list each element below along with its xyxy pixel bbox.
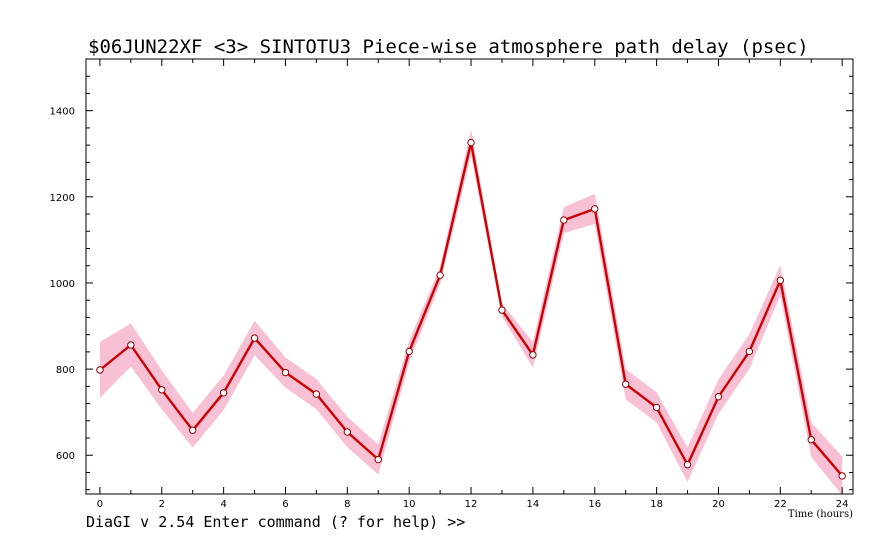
command-prompt[interactable]: DiaGI v 2.54 Enter command (? for help) … [86,513,465,531]
x-tick-label: 24 [836,499,849,510]
x-tick-label: 12 [465,499,478,510]
data-point [343,428,352,436]
data-point [127,341,135,349]
data-point [374,455,382,464]
data-point [498,306,506,314]
data-point [776,276,785,285]
data-point [714,392,723,401]
data-point [281,368,290,377]
x-tick-label: 10 [403,499,416,510]
data-point [158,386,166,394]
x-tick-label: 20 [712,499,725,510]
x-tick-label: 6 [282,499,288,510]
data-point [838,472,846,480]
x-axis-label: Time (hours) [788,509,853,520]
y-tick-label: 1400 [50,107,75,118]
data-point [560,216,568,224]
data-point-layer [96,138,846,480]
y-tick-label: 1200 [50,193,75,204]
plot-frame [85,58,854,495]
x-tick-label: 8 [344,499,350,510]
data-point [652,403,661,412]
data-point [436,271,444,279]
x-tick-label: 14 [527,499,540,510]
y-axis: 600 800 1000 1200 1400 [50,58,853,491]
x-tick-label: 0 [97,499,103,510]
data-point [96,366,104,374]
data-point [591,205,599,213]
data-point [467,138,475,147]
data-point [312,390,321,398]
x-tick-label: 4 [220,499,226,510]
data-point [529,351,537,359]
x-tick-label: 16 [588,499,601,510]
y-tick-label: 800 [56,365,75,376]
data-point [621,380,630,388]
data-point [250,334,259,342]
x-tick-label: 18 [650,499,663,510]
x-axis: 0 2 4 6 8 10 12 14 16 18 20 22 24 [97,59,849,510]
data-point [219,389,228,397]
x-tick-label: 2 [159,499,165,510]
data-point [405,347,413,356]
data-point [188,426,197,434]
data-point [807,436,815,444]
data-point [683,461,692,469]
chart-title: $06JUN22XF <3> SINTOTU3 Piece-wise atmos… [88,36,809,58]
y-tick-label: 600 [56,451,75,462]
y-tick-label: 1000 [50,279,75,290]
x-tick-label: 22 [774,499,787,510]
data-point [745,347,754,356]
